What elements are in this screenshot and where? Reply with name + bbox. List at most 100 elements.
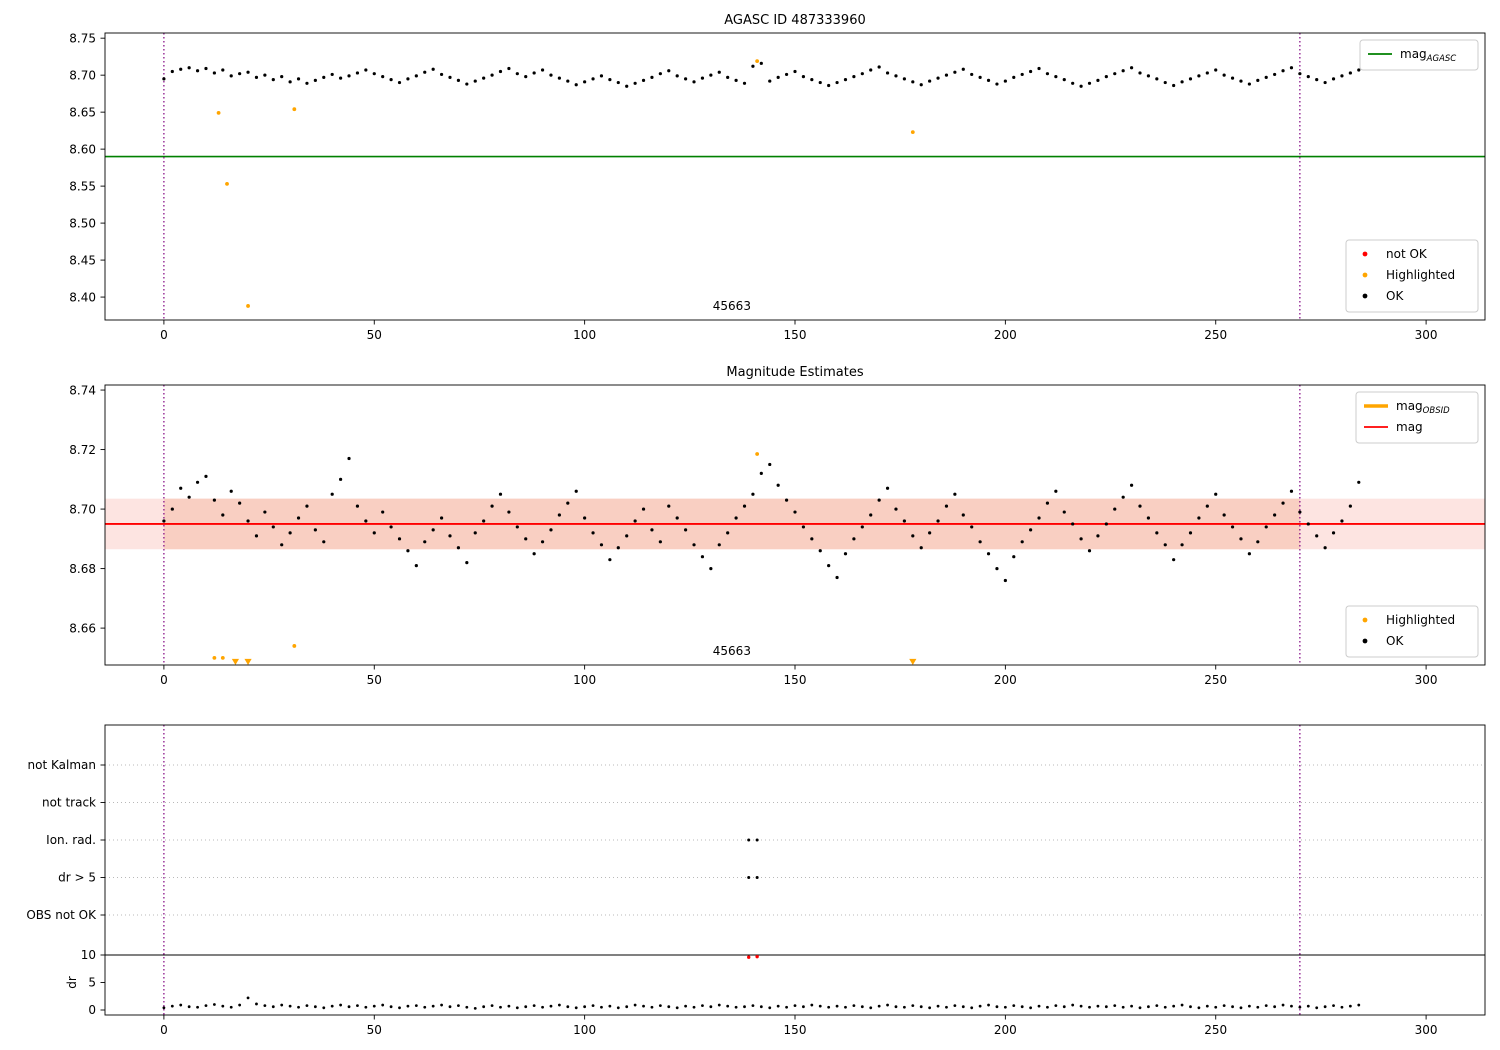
data-point [1020, 540, 1024, 544]
data-point [658, 1004, 662, 1007]
x-tick-label: 50 [367, 328, 382, 342]
data-point [793, 1004, 797, 1007]
data-point [759, 1005, 763, 1009]
data-point [490, 504, 494, 508]
x-tick-label: 200 [994, 673, 1017, 687]
data-point [802, 1005, 805, 1009]
data-point [431, 67, 435, 71]
data-point [1096, 1004, 1100, 1008]
data-point [1079, 84, 1083, 88]
flag-point [755, 876, 759, 879]
data-point [288, 531, 292, 535]
data-point [986, 552, 991, 556]
data-point [776, 1004, 780, 1008]
data-point [810, 78, 814, 82]
data-point [650, 528, 654, 532]
data-point [743, 1005, 746, 1009]
plot-title: Magnitude Estimates [726, 365, 863, 380]
data-point [381, 510, 385, 514]
data-point [364, 519, 368, 523]
data-point [296, 516, 301, 520]
data-point [784, 72, 789, 77]
data-point [936, 519, 940, 523]
data-point [296, 77, 301, 81]
data-point [414, 1004, 418, 1007]
data-point [406, 77, 410, 81]
data-point [414, 564, 418, 568]
data-point [482, 1005, 486, 1009]
data-point [423, 540, 427, 544]
data-point [1247, 552, 1251, 556]
data-point [1172, 83, 1176, 88]
data-point [1096, 78, 1100, 82]
data-point [818, 80, 822, 85]
data-point [1096, 534, 1100, 538]
data-point [322, 75, 326, 79]
data-point [692, 543, 696, 547]
data-point [1071, 1003, 1075, 1007]
y-tick-label: 8.45 [69, 253, 96, 267]
data-point [633, 1003, 637, 1007]
data-point [457, 1004, 460, 1007]
data-point [1306, 1004, 1310, 1008]
data-point [280, 75, 284, 79]
series-highlighted [216, 59, 915, 308]
data-point [498, 492, 503, 496]
data-point [1121, 495, 1125, 499]
data-point [465, 1005, 469, 1009]
data-point [204, 1004, 208, 1007]
data-point [1163, 1005, 1167, 1009]
data-point [574, 1006, 578, 1010]
legend-label: OK [1386, 289, 1404, 303]
data-point [1205, 1004, 1209, 1008]
data-point [246, 996, 250, 1000]
data-point [162, 519, 166, 523]
x-tick-label: 50 [367, 1023, 382, 1037]
data-point [1172, 1004, 1176, 1008]
x-tick-label: 200 [994, 1023, 1017, 1037]
data-point [1264, 525, 1268, 529]
data-point [225, 181, 229, 186]
x-tick-label: 150 [784, 328, 807, 342]
data-point [945, 1005, 948, 1009]
data-point-triangle [231, 658, 240, 665]
data-point [440, 1003, 443, 1007]
x-tick-label: 0 [160, 1023, 168, 1037]
data-point [818, 549, 822, 553]
data-point [936, 76, 940, 80]
data-point [255, 1002, 258, 1006]
data-point [1180, 80, 1184, 84]
data-point [785, 1005, 788, 1009]
data-point [1037, 516, 1041, 520]
data-point [810, 537, 814, 541]
data-point [557, 1003, 561, 1007]
data-point [726, 75, 730, 79]
data-point [1138, 504, 1142, 508]
data-point [473, 79, 477, 83]
data-point [187, 66, 191, 70]
data-point [978, 1004, 982, 1008]
data-point [212, 71, 216, 75]
data-point [356, 1004, 359, 1007]
data-point [1003, 578, 1007, 583]
data-point [221, 68, 225, 72]
data-point [1087, 81, 1092, 85]
data-point [1020, 72, 1024, 77]
series-dr-ok [162, 996, 1361, 1010]
x-tick-label: 300 [1415, 328, 1438, 342]
flag-point [747, 838, 751, 842]
data-point [507, 510, 511, 514]
data-point [1062, 78, 1066, 82]
data-point [1029, 1006, 1033, 1010]
data-point [1281, 501, 1285, 505]
data-point [1163, 80, 1167, 85]
data-point [591, 77, 595, 81]
data-point [1163, 543, 1167, 547]
data-point [1155, 1004, 1159, 1007]
data-point [1104, 1005, 1108, 1009]
data-point [515, 72, 519, 76]
data-point [818, 1004, 822, 1008]
data-point [271, 78, 275, 82]
data-point [894, 74, 898, 78]
